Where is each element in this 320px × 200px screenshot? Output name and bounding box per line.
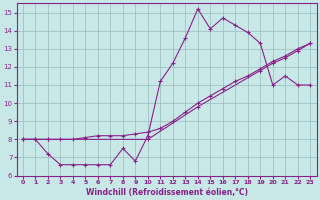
X-axis label: Windchill (Refroidissement éolien,°C): Windchill (Refroidissement éolien,°C) — [85, 188, 248, 197]
